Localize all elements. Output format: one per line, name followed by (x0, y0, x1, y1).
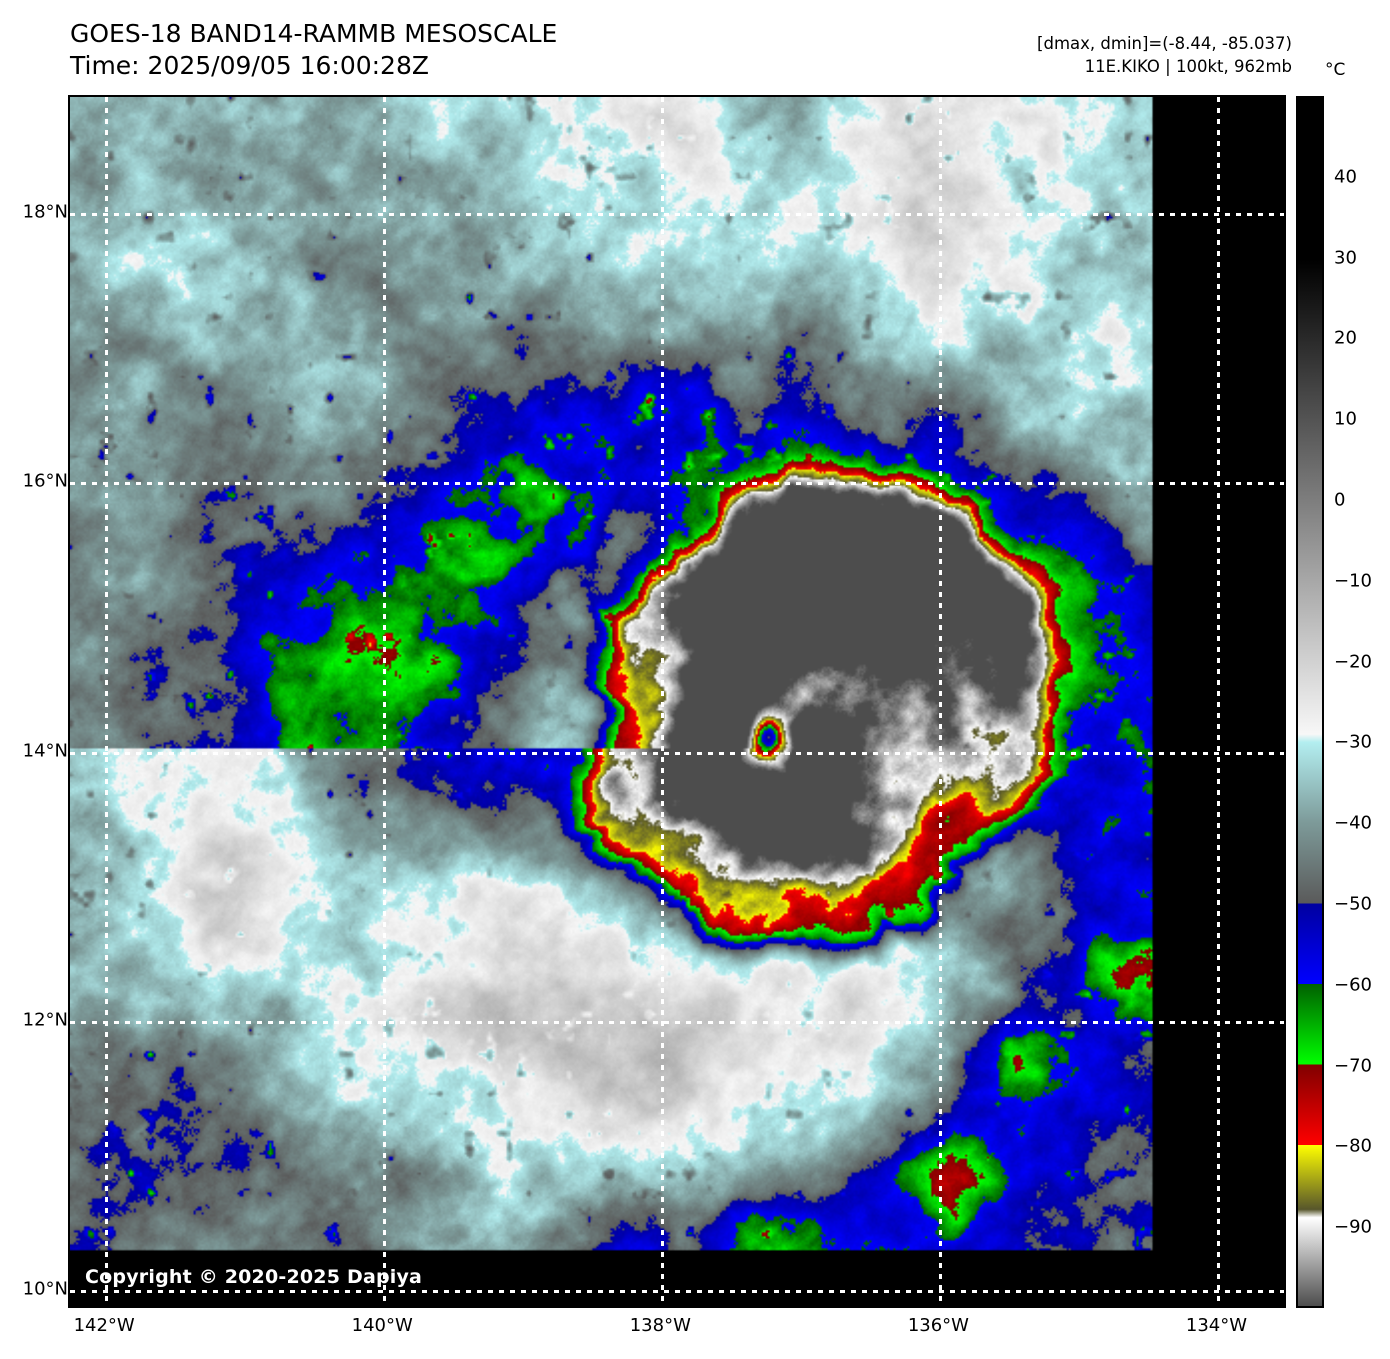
colorbar-tick-label: 20 (1334, 327, 1357, 349)
satellite-imagery-canvas (70, 97, 1284, 1306)
colorbar-tick-label: −70 (1334, 1055, 1372, 1077)
colorbar-unit-label: °C (1325, 60, 1346, 80)
colorbar-tick-label: −50 (1334, 893, 1372, 915)
latitude-tick-label: 14°N (22, 740, 68, 762)
copyright-label: Copyright © 2020-2025 Dapiya (85, 1266, 423, 1288)
colorbar-tick-label: −90 (1334, 1216, 1372, 1238)
longitude-tick-label: 140°W (351, 1315, 413, 1336)
metadata-block: [dmax, dmin]=(-8.44, -85.037) 11E.KIKO |… (1037, 32, 1292, 78)
latitude-tick-label: 16°N (22, 470, 68, 492)
colorbar-tick-label: −40 (1334, 812, 1372, 834)
colorbar-tick-label: 40 (1334, 166, 1357, 188)
longitude-tick-label: 138°W (629, 1315, 691, 1336)
latitude-tick-label: 10°N (22, 1278, 68, 1300)
timestamp-label: Time: 2025/09/05 16:00:28Z (70, 51, 429, 80)
page-title: GOES-18 BAND14-RAMMB MESOSCALE (70, 19, 558, 48)
colorbar-tick-label: −60 (1334, 974, 1372, 996)
latitude-tick-label: 18°N (22, 201, 68, 223)
longitude-tick-label: 134°W (1185, 1315, 1248, 1336)
colorbar-tick-label: 10 (1334, 408, 1357, 430)
storm-info-label: 11E.KIKO | 100kt, 962mb (1084, 57, 1292, 76)
colorbar (1296, 96, 1324, 1308)
dminmax-label: [dmax, dmin]=(-8.44, -85.037) (1037, 34, 1292, 53)
colorbar-tick-label: −30 (1334, 731, 1372, 753)
satellite-image-plot: Copyright © 2020-2025 Dapiya (68, 95, 1286, 1308)
latitude-tick-label: 12°N (22, 1009, 68, 1031)
colorbar-tick-label: 0 (1334, 489, 1346, 511)
longitude-tick-label: 136°W (907, 1315, 969, 1336)
colorbar-tick-label: 30 (1334, 247, 1357, 269)
colorbar-gradient (1298, 98, 1322, 1306)
title-block: GOES-18 BAND14-RAMMB MESOSCALE Time: 202… (70, 18, 557, 82)
colorbar-tick-label: −20 (1334, 651, 1372, 673)
longitude-tick-label: 142°W (73, 1315, 135, 1336)
colorbar-tick-label: −10 (1334, 570, 1372, 592)
colorbar-tick-label: −80 (1334, 1135, 1372, 1157)
